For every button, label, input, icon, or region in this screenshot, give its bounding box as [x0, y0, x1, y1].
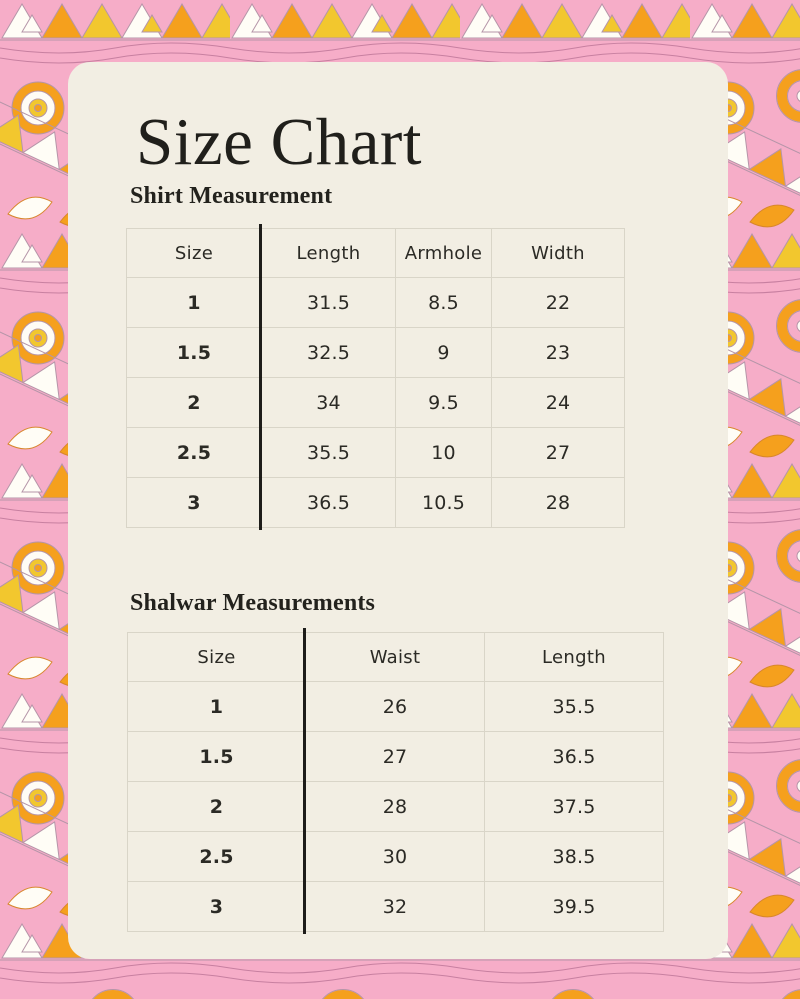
size-column-divider-line — [259, 224, 262, 530]
table-row: 2.5 30 38.5 — [127, 831, 664, 882]
header-row: Size Waist Length — [127, 632, 664, 682]
column-header-length: Length — [261, 228, 396, 278]
content-panel: Size Chart Shirt Measurement Size Length A… — [68, 62, 728, 959]
column-header-size: Size — [126, 228, 262, 278]
shalwar-measurement-table: Size Waist Length 1 26 35.5 1.5 27 36.5 2 28 37.5 2.… — [127, 628, 664, 934]
cell-length: 34 — [261, 377, 396, 428]
cell-size: 3 — [126, 477, 262, 528]
cell-width: 27 — [491, 427, 625, 478]
cell-size: 2.5 — [127, 831, 306, 882]
cell-waist: 26 — [305, 681, 485, 732]
cell-width: 24 — [491, 377, 625, 428]
cell-length: 32.5 — [261, 327, 396, 378]
cell-armhole: 8.5 — [395, 277, 492, 328]
table-row: 2 28 37.5 — [127, 781, 664, 832]
table-row: 1 31.5 8.5 22 — [126, 277, 625, 328]
table-row: 1.5 27 36.5 — [127, 731, 664, 782]
size-column-divider-line — [303, 628, 306, 934]
table-row: 2.5 35.5 10 27 — [126, 427, 625, 478]
header-row: Size Length Armhole Width — [126, 228, 625, 278]
cell-armhole: 9 — [395, 327, 492, 378]
cell-waist: 32 — [305, 881, 485, 932]
section-heading-shirt: Shirt Measurement — [130, 183, 333, 209]
cell-armhole: 10.5 — [395, 477, 492, 528]
column-header-width: Width — [491, 228, 625, 278]
cell-size: 2 — [126, 377, 262, 428]
column-header-length: Length — [484, 632, 664, 682]
cell-length: 35.5 — [484, 681, 664, 732]
section-heading-shalwar: Shalwar Measurements — [130, 590, 376, 616]
cell-length: 39.5 — [484, 881, 664, 932]
cell-length: 35.5 — [261, 427, 396, 478]
cell-waist: 30 — [305, 831, 485, 882]
cell-size: 1 — [126, 277, 262, 328]
cell-size: 2 — [127, 781, 306, 832]
table-row: 2 34 9.5 24 — [126, 377, 625, 428]
cell-width: 28 — [491, 477, 625, 528]
column-header-size: Size — [127, 632, 306, 682]
cell-length: 36.5 — [261, 477, 396, 528]
table-row: 1.5 32.5 9 23 — [126, 327, 625, 378]
cell-length: 31.5 — [261, 277, 396, 328]
cell-size: 3 — [127, 881, 306, 932]
page-title: Size Chart — [136, 105, 422, 179]
shirt-size-table: Size Length Armhole Width 1 31.5 8.5 22 1.5 32.5 9… — [126, 228, 625, 528]
table-row: 3 36.5 10.5 28 — [126, 477, 625, 528]
shalwar-size-table: Size Waist Length 1 26 35.5 1.5 27 36.5 2 28 37.5 2.… — [127, 632, 664, 932]
cell-length: 36.5 — [484, 731, 664, 782]
cell-width: 23 — [491, 327, 625, 378]
table-row: 3 32 39.5 — [127, 881, 664, 932]
cell-armhole: 9.5 — [395, 377, 492, 428]
cell-waist: 27 — [305, 731, 485, 782]
cell-waist: 28 — [305, 781, 485, 832]
cell-size: 1.5 — [126, 327, 262, 378]
cell-size: 1 — [127, 681, 306, 732]
column-header-armhole: Armhole — [395, 228, 492, 278]
cell-armhole: 10 — [395, 427, 492, 478]
cell-width: 22 — [491, 277, 625, 328]
shirt-measurement-table: Size Length Armhole Width 1 31.5 8.5 22 1.5 32.5 9… — [126, 224, 625, 530]
cell-size: 1.5 — [127, 731, 306, 782]
cell-length: 37.5 — [484, 781, 664, 832]
cell-length: 38.5 — [484, 831, 664, 882]
column-header-waist: Waist — [305, 632, 485, 682]
table-row: 1 26 35.5 — [127, 681, 664, 732]
cell-size: 2.5 — [126, 427, 262, 478]
